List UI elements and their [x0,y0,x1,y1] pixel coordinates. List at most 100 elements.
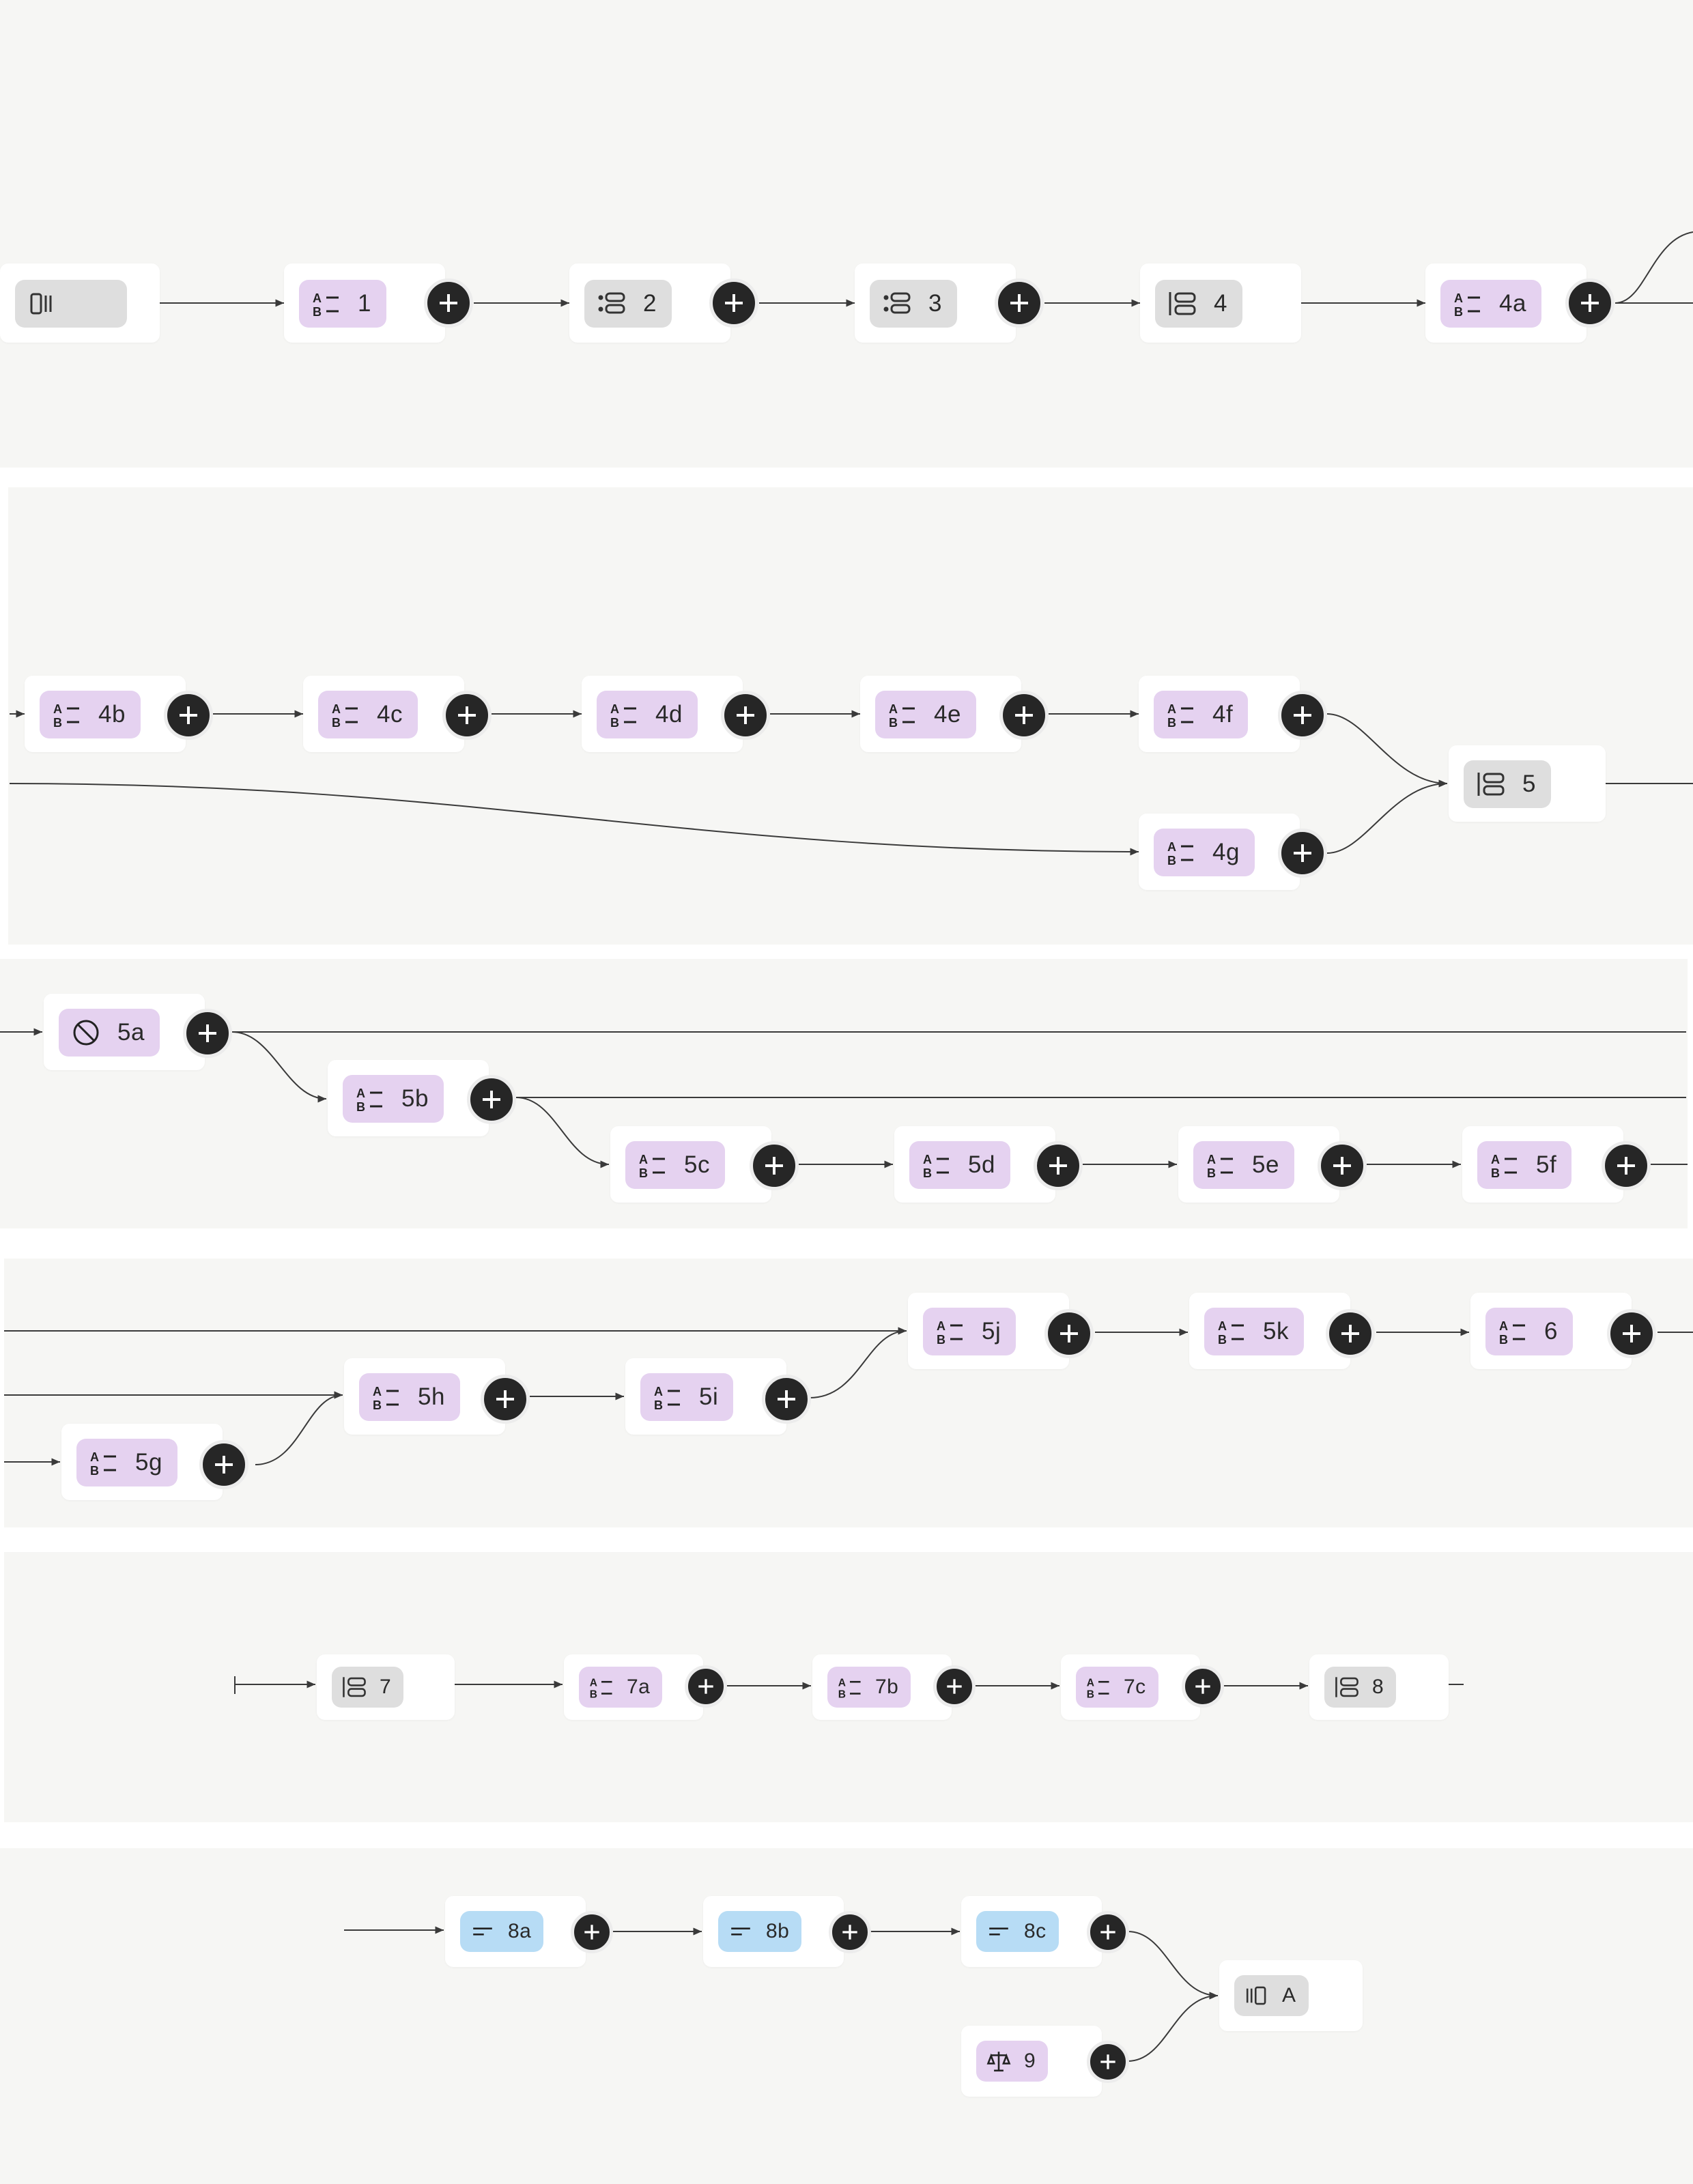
node-label: 2 [643,290,657,317]
text-lines-icon [473,1927,492,1936]
node-9[interactable]: 9 [961,2026,1102,2097]
add-step-button[interactable] [1034,1141,1083,1190]
add-step-button[interactable] [424,278,473,328]
node-5[interactable]: 5 [1449,745,1606,822]
add-step-button[interactable] [481,1375,530,1424]
node-label: 4d [655,701,683,728]
text-lines-icon [989,1927,1008,1936]
node-3[interactable]: 3 [855,263,1016,343]
group-icon [343,1677,366,1697]
add-step-button[interactable] [829,1911,871,1953]
svg-text:B: B [923,1166,932,1180]
add-step-button[interactable] [1087,1911,1129,1953]
add-step-button[interactable] [199,1440,248,1489]
canvas-panel-6 [0,1848,1693,2184]
node-4[interactable]: 4 [1140,263,1301,343]
plus-icon [1623,1325,1640,1342]
add-step-button[interactable] [1602,1141,1651,1190]
node-8[interactable]: 8 [1309,1654,1449,1720]
ab-list-icon: AB [313,291,339,319]
plus-icon [737,706,754,724]
add-step-button[interactable] [1278,829,1327,878]
plus-icon [1010,294,1028,312]
node-start[interactable] [0,263,160,343]
node-7[interactable]: 7 [317,1654,455,1720]
add-step-button[interactable] [995,278,1044,328]
plus-icon [1333,1157,1351,1175]
svg-text:B: B [889,716,898,730]
add-step-button[interactable] [762,1375,811,1424]
node-label: 4c [377,701,403,728]
node-label: 4 [1214,290,1227,317]
add-step-button[interactable] [685,1665,727,1708]
node-pill: 5 [1464,760,1551,808]
node-5a[interactable]: 5a [44,994,205,1070]
node-pill: 8c [976,1911,1059,1952]
plus-icon [1100,2054,1115,2069]
add-step-button[interactable] [1607,1309,1656,1358]
add-step-button[interactable] [709,278,758,328]
add-step-button[interactable] [442,691,492,740]
add-step-button[interactable] [1044,1309,1094,1358]
add-step-button[interactable] [571,1911,613,1953]
svg-text:B: B [373,1398,382,1412]
node-8a[interactable]: 8a [445,1896,586,1967]
add-step-button[interactable] [1318,1141,1367,1190]
node-label: 5b [401,1085,429,1112]
add-step-button[interactable] [750,1141,799,1190]
add-step-button[interactable] [721,691,770,740]
node-2[interactable]: 2 [569,263,730,343]
svg-text:A: A [639,1153,648,1166]
add-step-button[interactable] [1087,2041,1129,2083]
node-A[interactable]: A [1219,1960,1363,2031]
svg-text:A: A [654,1385,663,1398]
add-step-button[interactable] [1326,1309,1375,1358]
node-8c[interactable]: 8c [961,1896,1102,1967]
node-8b[interactable]: 8b [703,1896,844,1967]
canvas-panel-3 [0,959,1688,1228]
plus-icon [778,1390,795,1408]
node-pill: 7 [332,1667,404,1708]
add-step-button[interactable] [999,691,1049,740]
ab-list-icon: AB [1499,1319,1525,1347]
add-step-button[interactable] [467,1075,516,1124]
add-step-button[interactable] [183,1009,232,1058]
ab-list-icon: AB [610,702,636,730]
add-step-button[interactable] [933,1665,976,1708]
add-step-button[interactable] [1565,278,1614,328]
node-label: 4a [1499,290,1526,317]
add-step-button[interactable] [164,691,213,740]
add-step-button[interactable] [1278,691,1327,740]
ab-list-icon: AB [356,1087,382,1114]
node-label: 5j [982,1318,1001,1345]
add-step-button[interactable] [1182,1665,1224,1708]
